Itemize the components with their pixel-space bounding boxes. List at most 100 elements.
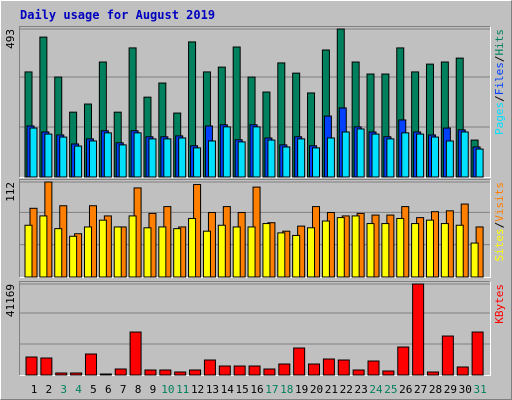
bar xyxy=(396,217,405,278)
bar xyxy=(158,226,167,278)
bar xyxy=(88,140,97,178)
bar xyxy=(189,369,202,376)
x-tick-label: 19 xyxy=(295,383,308,396)
bar xyxy=(430,136,439,178)
y-tick-label: 41169 xyxy=(4,284,17,317)
bar xyxy=(382,370,395,376)
x-tick-label: 12 xyxy=(191,383,204,396)
bar xyxy=(440,223,449,278)
bar xyxy=(337,359,350,376)
x-tick-label: 4 xyxy=(75,383,82,396)
bar xyxy=(401,132,410,178)
bar xyxy=(416,133,425,178)
bar xyxy=(297,138,306,178)
bar xyxy=(381,223,390,278)
panel-dark xyxy=(19,179,491,278)
x-tick-label: 1 xyxy=(31,383,38,396)
legend: KBytes xyxy=(493,284,506,324)
legend-separator: / xyxy=(493,222,506,229)
bar xyxy=(351,215,360,278)
bar xyxy=(39,215,48,278)
bar xyxy=(293,347,306,376)
bar xyxy=(278,363,291,376)
x-tick-label: 20 xyxy=(310,383,323,396)
bar xyxy=(40,357,53,376)
bar xyxy=(128,215,137,278)
bar xyxy=(133,132,142,178)
bar xyxy=(312,147,321,178)
panel-light xyxy=(19,281,491,376)
bar xyxy=(352,369,365,376)
x-tick-label: 13 xyxy=(206,383,219,396)
bar xyxy=(144,369,157,376)
bar xyxy=(308,363,321,376)
bar xyxy=(426,371,439,376)
y-tick-label: 493 xyxy=(4,29,17,49)
x-tick-label: 18 xyxy=(280,383,293,396)
bar xyxy=(69,235,78,278)
x-tick-label: 11 xyxy=(176,383,189,396)
x-tick-label: 6 xyxy=(105,383,112,396)
bar xyxy=(203,359,216,376)
y-tick-label: 112 xyxy=(4,182,17,202)
bar xyxy=(460,131,469,178)
x-tick-label: 27 xyxy=(414,383,427,396)
bar xyxy=(267,139,276,178)
bar xyxy=(178,137,187,178)
bar xyxy=(70,372,83,376)
legend-entry: Pages xyxy=(493,102,506,135)
bar xyxy=(412,283,425,376)
bar xyxy=(129,331,142,376)
x-tick-label: 22 xyxy=(340,383,353,396)
bar xyxy=(83,226,92,278)
bar xyxy=(98,219,107,278)
bar xyxy=(233,365,246,376)
bar xyxy=(263,368,276,376)
x-tick-label: 21 xyxy=(325,383,338,396)
x-tick-label: 26 xyxy=(399,383,412,396)
bar xyxy=(321,220,330,278)
bar xyxy=(207,140,216,178)
legend: Pages/Files/Hits xyxy=(493,29,506,135)
bar xyxy=(322,358,335,376)
bar xyxy=(237,141,246,178)
bar xyxy=(367,360,380,376)
x-tick-label: 9 xyxy=(150,383,157,396)
bar xyxy=(341,131,350,178)
bar xyxy=(282,146,291,178)
bar xyxy=(44,133,53,178)
bar xyxy=(356,128,365,178)
x-tick-label: 10 xyxy=(161,383,174,396)
bar xyxy=(54,228,63,278)
x-tick-label: 29 xyxy=(444,383,457,396)
bar xyxy=(445,140,454,178)
legend: Sites/Visits xyxy=(493,182,506,262)
legend-separator: / xyxy=(493,56,506,63)
legend-entry: Sites xyxy=(493,228,506,261)
bar xyxy=(99,373,112,376)
bar xyxy=(25,356,38,376)
x-tick-label: 24 xyxy=(369,383,383,396)
x-tick-label: 15 xyxy=(236,383,249,396)
bar xyxy=(475,148,484,178)
bar xyxy=(411,223,420,278)
bar xyxy=(24,224,33,278)
legend-separator: / xyxy=(493,95,506,102)
bar xyxy=(202,230,211,278)
bar xyxy=(113,226,122,278)
bar xyxy=(326,137,335,178)
bar xyxy=(277,232,286,278)
bar xyxy=(307,227,316,278)
x-tick-label: 30 xyxy=(459,383,472,396)
bar xyxy=(371,133,380,178)
bar xyxy=(103,132,112,178)
x-tick-label: 14 xyxy=(221,383,235,396)
bar xyxy=(222,126,231,178)
bar xyxy=(247,226,256,278)
legend-entry: Visits xyxy=(493,182,506,222)
panel-dark xyxy=(19,281,491,376)
bar xyxy=(143,227,152,278)
bar xyxy=(163,138,172,178)
